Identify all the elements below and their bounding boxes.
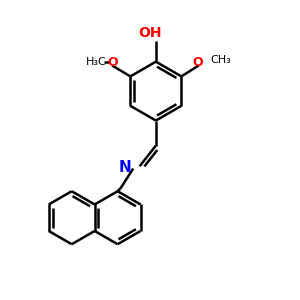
Text: OH: OH — [138, 26, 162, 40]
Text: O: O — [108, 56, 118, 69]
Text: N: N — [119, 160, 131, 175]
Text: H₃C: H₃C — [85, 57, 106, 67]
Text: O: O — [193, 56, 203, 69]
Text: CH₃: CH₃ — [210, 56, 231, 65]
